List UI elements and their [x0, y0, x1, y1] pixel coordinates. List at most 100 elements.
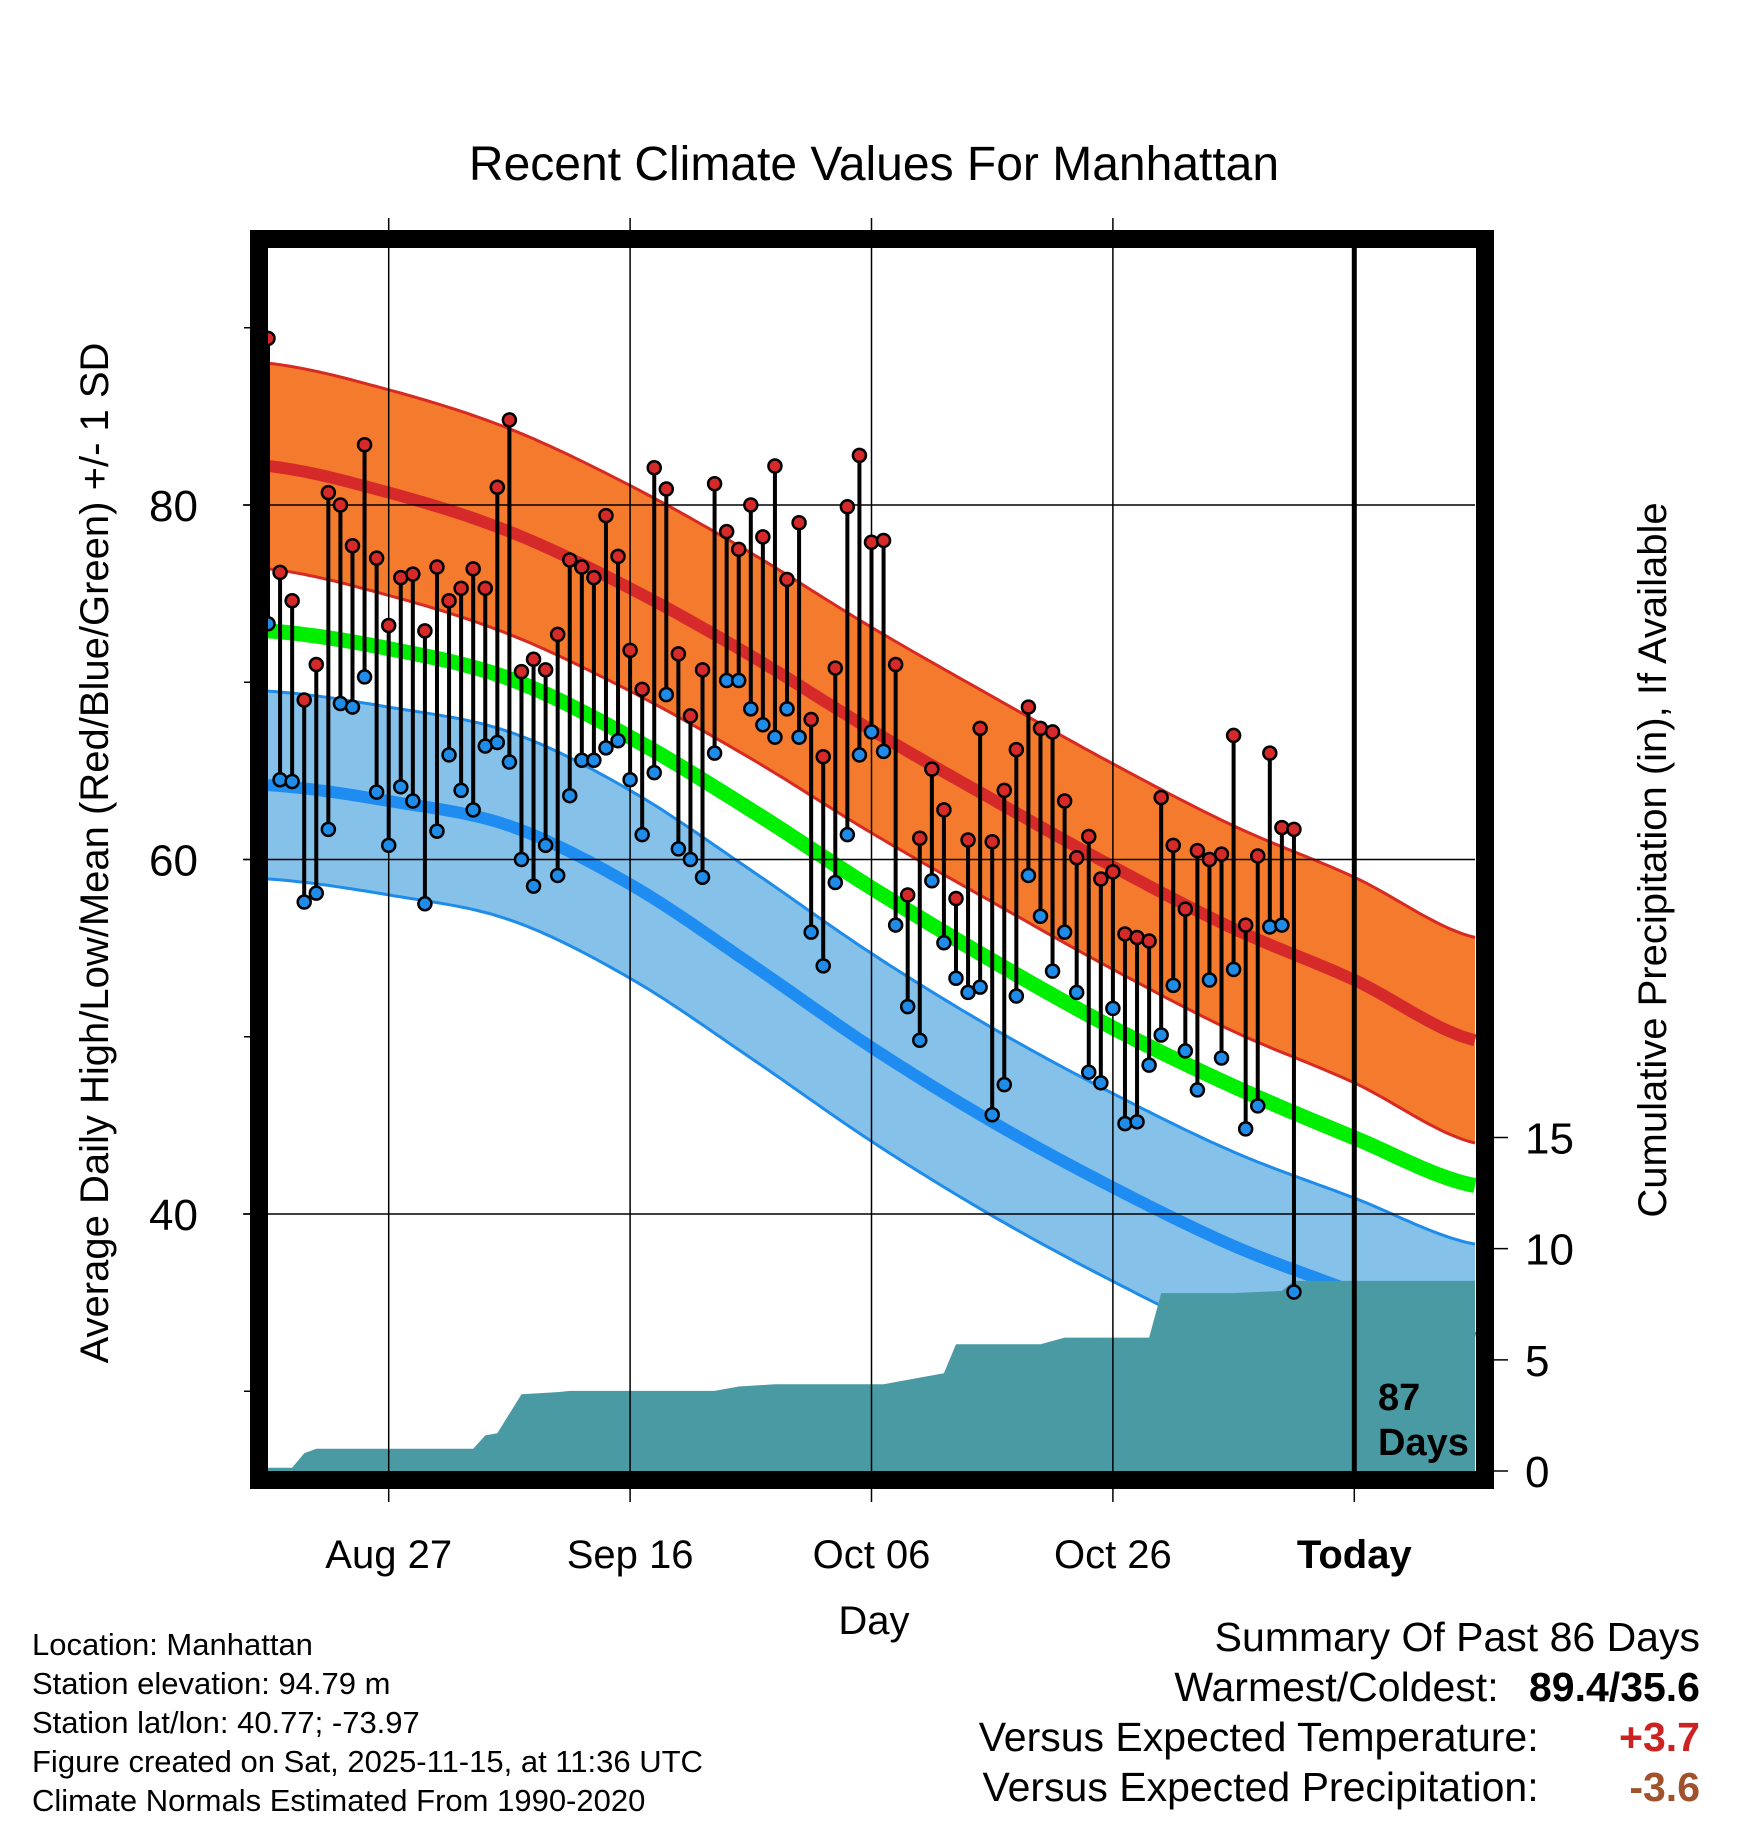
- daily-low-point: [658, 686, 675, 703]
- daily-high-point: [1165, 837, 1181, 854]
- precip-anomaly-label: Versus Expected Precipitation:: [982, 1764, 1539, 1810]
- warm-cold-value: 89.4/35.6: [1529, 1664, 1700, 1710]
- daily-low-point: [1213, 1050, 1230, 1066]
- daily-high-point: [1105, 864, 1121, 880]
- daily-low-point: [308, 885, 325, 901]
- daily-low-point: [815, 958, 831, 974]
- daily-low-point: [284, 773, 300, 790]
- daily-high-point: [899, 887, 916, 903]
- daily-low-point: [827, 874, 844, 891]
- daily-low-point: [887, 917, 904, 933]
- daily-low-point: [1081, 1064, 1097, 1080]
- daily-high-point: [730, 541, 747, 558]
- daily-high-point: [308, 656, 325, 673]
- daily-low-point: [875, 743, 892, 760]
- cumulative-precip-area: [268, 1280, 1475, 1471]
- chart-title: Recent Climate Values For Manhattan: [469, 138, 1279, 191]
- precip-anomaly-row: Versus Expected Precipitation: -3.6: [979, 1762, 1701, 1812]
- daily-high-point: [851, 447, 868, 464]
- daily-high-point: [996, 782, 1013, 799]
- precip-anomaly-value: -3.6: [1629, 1764, 1700, 1810]
- daily-low-point: [586, 752, 602, 768]
- normals-text: Climate Normals Estimated From 1990-2020: [32, 1783, 646, 1818]
- daily-high-point: [380, 617, 397, 634]
- daily-low-point: [380, 837, 397, 854]
- daily-low-point: [1177, 1043, 1194, 1059]
- daily-high-point: [562, 552, 578, 568]
- axes: Aug 27 Sep 16 Oct 06 Oct 26 Today 40 60 80 0 5 10 1…: [149, 327, 1574, 1577]
- daily-low-point: [996, 1076, 1013, 1093]
- daily-low-point: [513, 851, 530, 868]
- daily-high-point: [803, 711, 819, 728]
- daily-high-point: [417, 623, 433, 639]
- daily-low-point: [863, 724, 880, 740]
- summary-panel: Summary Of Past 86 Days Warmest/Coldest:…: [979, 1612, 1700, 1812]
- daily-low-point: [417, 896, 433, 912]
- daily-low-point: [1093, 1075, 1109, 1091]
- daily-low-point: [393, 779, 409, 795]
- daily-high-point: [344, 538, 361, 554]
- daily-low-point: [1165, 977, 1181, 994]
- x-tick-label: Today: [1297, 1533, 1413, 1577]
- daily-high-point: [658, 481, 675, 497]
- daily-high-point: [634, 681, 650, 698]
- daily-low-point: [368, 784, 385, 800]
- daily-high-point: [441, 592, 457, 609]
- station-info: Location: Manhattan Station elevation: 9…: [32, 1625, 703, 1820]
- daily-low-point: [344, 699, 361, 715]
- y-tick-label: 80: [149, 482, 198, 531]
- daily-high-point: [767, 458, 783, 474]
- daily-low-point: [1286, 1284, 1302, 1300]
- daily-high-point: [574, 559, 590, 575]
- x-tick-label: Aug 27: [325, 1533, 452, 1577]
- daily-low-point: [803, 924, 819, 940]
- daily-high-point: [429, 559, 445, 575]
- daily-low-point: [405, 793, 421, 809]
- daily-low-point: [694, 869, 711, 885]
- daily-low-point: [429, 823, 445, 839]
- daily-low-point: [441, 747, 457, 763]
- daily-low-point: [1032, 908, 1049, 924]
- daily-low-point: [1105, 1000, 1121, 1017]
- daily-high-point: [598, 507, 614, 524]
- daily-low-point: [646, 764, 662, 781]
- daily-high-point: [743, 497, 759, 513]
- daily-high-point: [912, 830, 928, 846]
- daily-low-point: [972, 979, 988, 995]
- daily-low-point: [489, 734, 506, 751]
- daily-low-point: [1141, 1057, 1157, 1073]
- daily-low-point: [936, 935, 952, 951]
- daily-low-point: [296, 894, 312, 910]
- daily-low-point: [948, 970, 964, 987]
- daily-high-point: [272, 564, 288, 581]
- daily-high-point: [984, 834, 1000, 850]
- daily-high-point: [1286, 821, 1302, 838]
- warm-cold-label: Warmest/Coldest:: [1174, 1664, 1499, 1710]
- daily-low-point: [320, 821, 337, 838]
- daily-low-point: [682, 851, 699, 868]
- daily-high-point: [936, 802, 952, 818]
- daily-high-point: [755, 529, 771, 545]
- daily-high-point: [887, 656, 904, 673]
- daily-low-point: [1153, 1027, 1169, 1043]
- x-tick-label: Oct 06: [813, 1533, 931, 1577]
- daily-high-point: [477, 580, 494, 597]
- daily-high-point: [489, 479, 506, 496]
- location-text: Location: Manhattan: [32, 1627, 313, 1662]
- daily-low-point: [1129, 1114, 1145, 1130]
- daily-low-point: [537, 837, 554, 854]
- daily-low-point: [779, 701, 795, 717]
- daily-high-point: [1056, 793, 1073, 809]
- daily-low-point: [501, 754, 518, 770]
- today-days-label: Days: [1378, 1422, 1469, 1464]
- daily-high-point: [453, 580, 469, 597]
- daily-high-point: [405, 566, 421, 582]
- daily-low-point: [851, 747, 868, 763]
- daily-high-point: [1141, 933, 1157, 949]
- daily-high-point: [296, 692, 312, 708]
- precipitation-area: [268, 1280, 1475, 1471]
- daily-low-point: [730, 672, 747, 689]
- daily-high-point: [1249, 848, 1266, 864]
- daily-high-point: [1262, 745, 1278, 761]
